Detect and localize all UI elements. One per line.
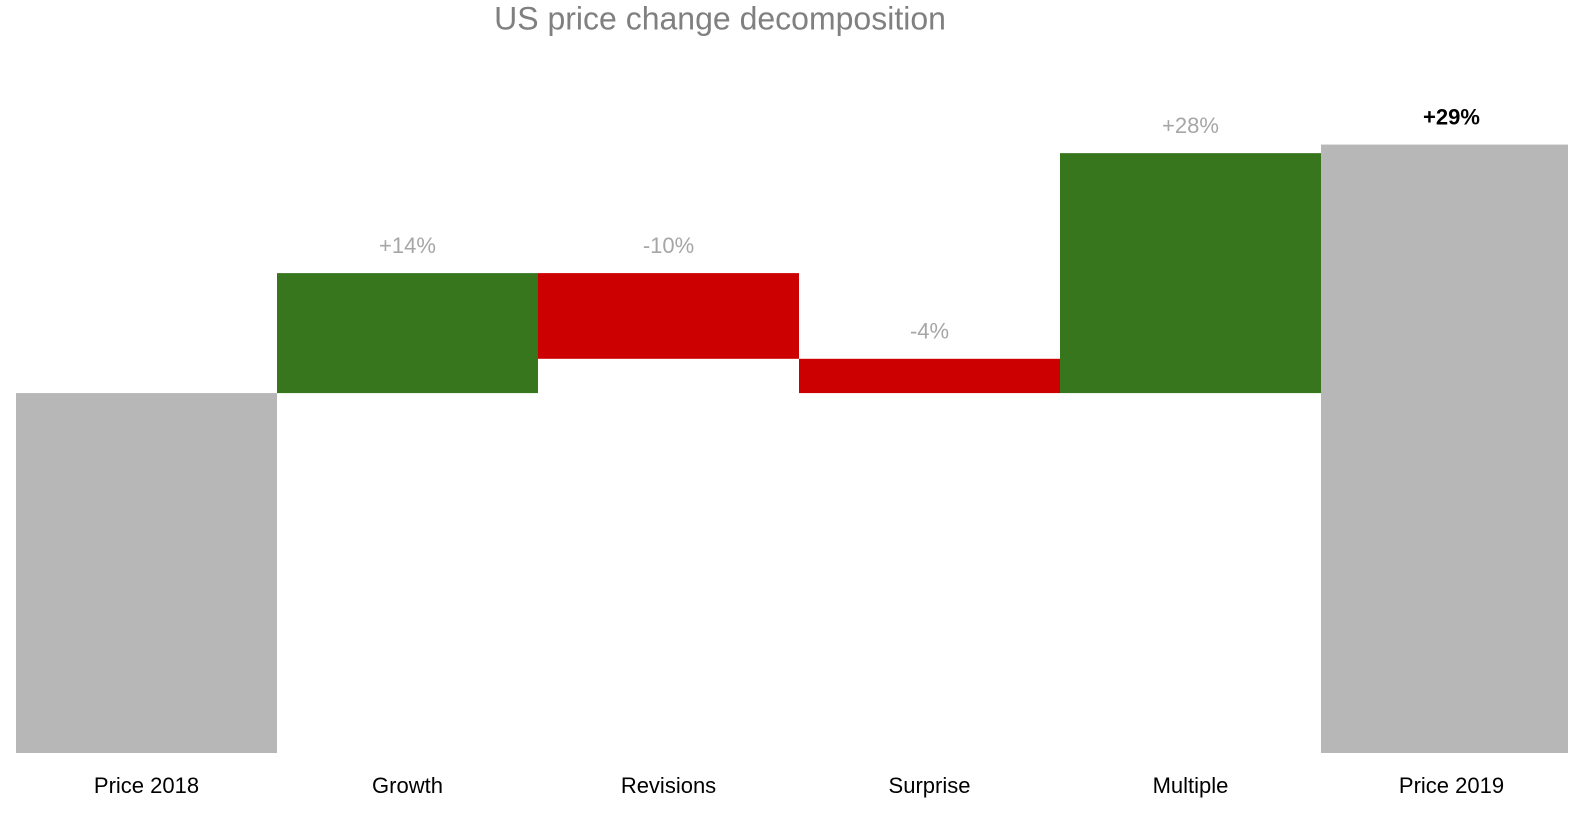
bar xyxy=(1060,153,1321,394)
bar xyxy=(16,393,277,753)
data-label: -10% xyxy=(643,233,694,258)
x-tick-label: Multiple xyxy=(1153,773,1229,798)
x-tick-label: Revisions xyxy=(621,773,716,798)
x-tick-label: Growth xyxy=(372,773,443,798)
bar xyxy=(799,358,1060,394)
bar xyxy=(538,273,799,359)
x-tick-label: Price 2019 xyxy=(1399,773,1504,798)
data-label: +14% xyxy=(379,233,436,258)
x-tick-label: Price 2018 xyxy=(94,773,199,798)
data-label: +28% xyxy=(1162,113,1219,138)
data-label: -4% xyxy=(910,319,949,344)
chart-title: US price change decomposition xyxy=(494,0,946,36)
data-label: +29% xyxy=(1423,104,1480,129)
x-tick-label: Surprise xyxy=(889,773,971,798)
bar xyxy=(1321,144,1568,753)
bar xyxy=(277,273,538,394)
